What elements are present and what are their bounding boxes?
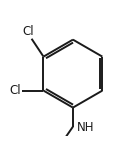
Text: Cl: Cl: [22, 25, 34, 38]
Text: Cl: Cl: [9, 84, 21, 97]
Text: NH: NH: [77, 121, 95, 134]
